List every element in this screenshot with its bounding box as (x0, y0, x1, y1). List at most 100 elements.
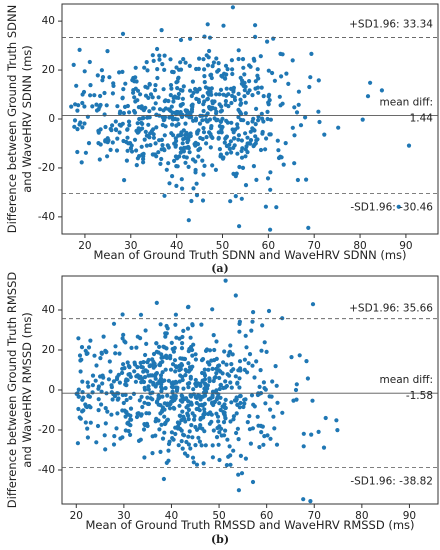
scatter-point (210, 366, 215, 371)
scatter-point (226, 92, 231, 97)
scatter-point (104, 349, 109, 354)
scatter-point (210, 393, 215, 398)
scatter-point (268, 227, 273, 232)
scatter-point (234, 411, 239, 416)
scatter-point (267, 92, 272, 97)
scatter-point (165, 393, 170, 398)
scatter-point (294, 110, 300, 115)
scatter-point (179, 346, 185, 351)
scatter-point (194, 66, 199, 72)
scatter-point (243, 333, 248, 338)
scatter-point (142, 65, 147, 70)
scatter-point (249, 328, 254, 333)
scatter-point (233, 374, 238, 379)
scatter-point (152, 361, 157, 366)
scatter-point (217, 124, 222, 129)
scatter-point (229, 150, 234, 155)
scatter-point (265, 109, 270, 114)
scatter-point (75, 441, 80, 446)
scatter-point (112, 434, 117, 439)
scatter-point (190, 364, 195, 369)
scatter-point (169, 399, 174, 404)
scatter-point (102, 433, 107, 438)
scatter-point (138, 92, 143, 97)
scatter-point (191, 460, 196, 465)
scatter-point (238, 75, 243, 80)
scatter-point (218, 87, 224, 92)
scatter-point (135, 121, 140, 126)
scatter-point (190, 347, 195, 353)
scatter-point (204, 53, 209, 58)
scatter-point (162, 67, 167, 72)
scatter-point (224, 86, 229, 91)
scatter-point (144, 60, 149, 65)
scatter-point (246, 361, 251, 366)
scatter-point (178, 398, 183, 403)
scatter-point (158, 403, 163, 408)
scatter-point (162, 430, 167, 435)
x-tick-label: 20 (70, 510, 83, 522)
scatter-point (167, 107, 172, 113)
scatter-point (100, 381, 105, 386)
scatter-point (184, 130, 189, 135)
y-tick-label: 20 (42, 64, 55, 76)
lower-loa-label: -SD1.96: -38.82 (350, 476, 433, 488)
scatter-point (105, 49, 110, 54)
panel-label-b: (b) (211, 533, 229, 546)
scatter-point (151, 351, 157, 357)
scatter-point (170, 69, 175, 74)
scatter-point (321, 445, 327, 450)
y-tick-label: 40 (42, 15, 55, 27)
scatter-point (159, 422, 164, 427)
scatter-point (109, 128, 114, 133)
upper-loa-label: +SD1.96: 33.34 (349, 18, 433, 30)
scatter-point (169, 340, 174, 345)
scatter-point (189, 401, 194, 406)
scatter-point (237, 319, 242, 324)
scatter-point (99, 68, 104, 73)
scatter-point (145, 85, 150, 90)
scatter-point (106, 377, 111, 382)
scatter-point (166, 98, 171, 104)
scatter-point (188, 446, 193, 451)
scatter-point (156, 95, 161, 100)
plot-frame (61, 275, 439, 505)
scatter-point (142, 400, 147, 405)
scatter-point (146, 387, 151, 392)
scatter-point (236, 368, 241, 373)
scatter-point (231, 417, 236, 422)
scatter-point (237, 109, 242, 114)
scatter-point (274, 442, 280, 447)
scatter-point (207, 130, 212, 135)
scatter-point (222, 140, 227, 145)
scatter-point (177, 368, 182, 373)
scatter-point (259, 348, 264, 353)
scatter-point (243, 183, 249, 188)
x-tick-label: 90 (399, 240, 412, 252)
data-points (74, 278, 340, 504)
scatter-point (205, 111, 210, 116)
scatter-point (209, 124, 214, 129)
scatter-point (111, 379, 116, 384)
x-tick-label: 60 (260, 510, 273, 522)
scatter-point (153, 374, 158, 379)
scatter-point (120, 69, 125, 74)
scatter-point (194, 394, 199, 399)
scatter-point (228, 419, 233, 424)
scatter-point (72, 118, 78, 123)
scatter-point (144, 411, 149, 416)
scatter-point (109, 390, 114, 395)
y-tick-label: 0 (48, 384, 55, 396)
x-tick-label: 60 (262, 240, 275, 252)
scatter-point (191, 342, 196, 347)
scatter-point (207, 411, 212, 416)
scatter-point (174, 95, 179, 100)
scatter-point (261, 380, 266, 385)
scatter-point (163, 386, 168, 391)
scatter-point (145, 360, 150, 365)
scatter-point (238, 393, 243, 399)
scatter-point (309, 51, 314, 57)
scatter-point (165, 417, 170, 422)
scatter-point (202, 373, 208, 378)
scatter-point (159, 156, 164, 162)
